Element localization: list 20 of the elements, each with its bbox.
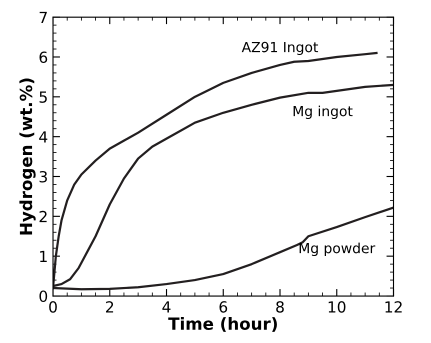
x-tick-label: 0 <box>49 301 57 313</box>
x-tick-label: 4 <box>162 301 171 312</box>
y-tick-label: 5 <box>40 91 47 103</box>
y-tick-label: 7 <box>40 12 47 23</box>
x-tick-label: 10 <box>328 301 346 313</box>
x-axis-title: Time (hour) <box>168 317 277 332</box>
y-tick-label: 1 <box>40 250 47 262</box>
y-axis-title: Hydrogen (wt.%) <box>19 78 36 235</box>
y-tick-label: 2 <box>40 210 47 222</box>
x-tick-label: 8 <box>276 301 284 313</box>
x-tick-label: 12 <box>385 301 402 312</box>
y-tick-label: 6 <box>40 51 48 64</box>
x-tick-label: 2 <box>106 301 114 312</box>
series-label: Mg powder <box>300 242 376 256</box>
series-label: Mg ingot <box>294 106 353 120</box>
x-tick-label: 6 <box>219 301 228 313</box>
y-tick-label: 0 <box>39 290 48 302</box>
y-tick-label: 4 <box>39 131 48 142</box>
series-label: AZ91 Ingot <box>242 42 318 56</box>
y-tick-label: 3 <box>40 170 47 183</box>
